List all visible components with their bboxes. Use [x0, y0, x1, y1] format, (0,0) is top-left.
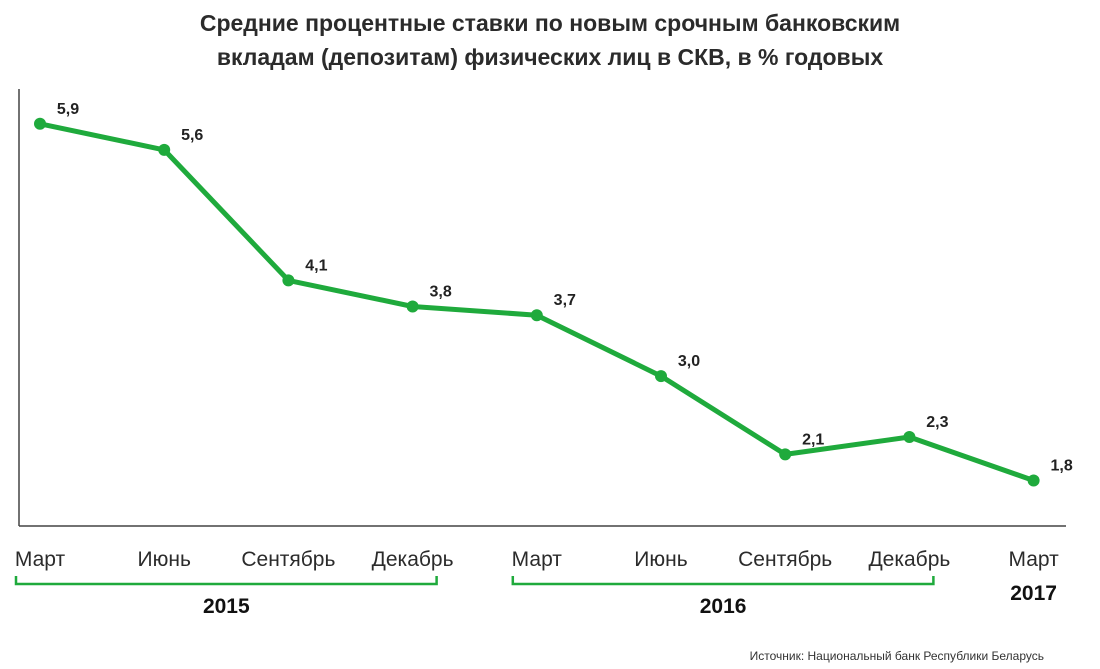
- data-points: [34, 117, 1040, 487]
- data-label: 2,1: [802, 431, 824, 448]
- data-label: 3,7: [554, 292, 576, 309]
- x-tick-label: Декабрь: [372, 548, 454, 571]
- x-tick-label: Март: [15, 548, 66, 571]
- x-tick-labels: Март Июнь Сентябрь Декабрь Март Июнь Сентябрь Д…: [15, 548, 1059, 571]
- chart-title: Средние процентные ставки по новым срочн…: [0, 6, 1100, 74]
- data-point: [655, 370, 667, 383]
- series-line: [37, 121, 1037, 483]
- x-tick-label: Сентябрь: [241, 548, 335, 571]
- data-point: [406, 300, 419, 313]
- year-bracket: [511, 576, 935, 586]
- data-label: 3,0: [678, 353, 700, 370]
- data-point: [1027, 474, 1040, 487]
- data-point: [34, 117, 46, 130]
- year-label: 2015: [203, 595, 250, 618]
- data-point: [530, 309, 543, 322]
- x-tick-label: Июнь: [138, 548, 191, 571]
- data-label: 5,6: [181, 127, 203, 144]
- series-polyline: [37, 121, 1037, 483]
- x-tick-label: Март: [1008, 548, 1059, 571]
- data-label: 2,3: [926, 414, 948, 431]
- data-label: 4,1: [305, 257, 327, 274]
- year-label: 2017: [1010, 582, 1057, 605]
- data-point: [903, 431, 916, 443]
- data-label: 5,9: [57, 101, 79, 118]
- chart-title-line-1: Средние процентные ставки по новым срочн…: [199, 10, 901, 36]
- x-tick-label: Декабрь: [868, 548, 950, 571]
- data-label: 3,8: [429, 284, 451, 301]
- data-labels: 5,9 5,6 4,1 3,8 3,7 3,0 2,1 2,3 1,8: [57, 101, 1073, 475]
- data-label: 1,8: [1050, 458, 1072, 475]
- year-label: 2016: [700, 595, 747, 618]
- data-point: [779, 448, 792, 461]
- chart-axes: [18, 89, 1066, 527]
- x-tick-label: Март: [512, 548, 563, 571]
- year-bracket: [14, 576, 438, 586]
- data-point: [158, 143, 171, 156]
- chart-title-line-2: вкладам (депозитам) физических лиц в СКВ…: [216, 44, 884, 70]
- x-tick-label: Сентябрь: [738, 548, 832, 571]
- data-point: [282, 274, 295, 287]
- x-tick-label: Июнь: [634, 548, 687, 571]
- source-note: Источник: Национальный банк Республики Б…: [749, 649, 1044, 663]
- year-groups: 2015 2016 2017: [14, 576, 1057, 618]
